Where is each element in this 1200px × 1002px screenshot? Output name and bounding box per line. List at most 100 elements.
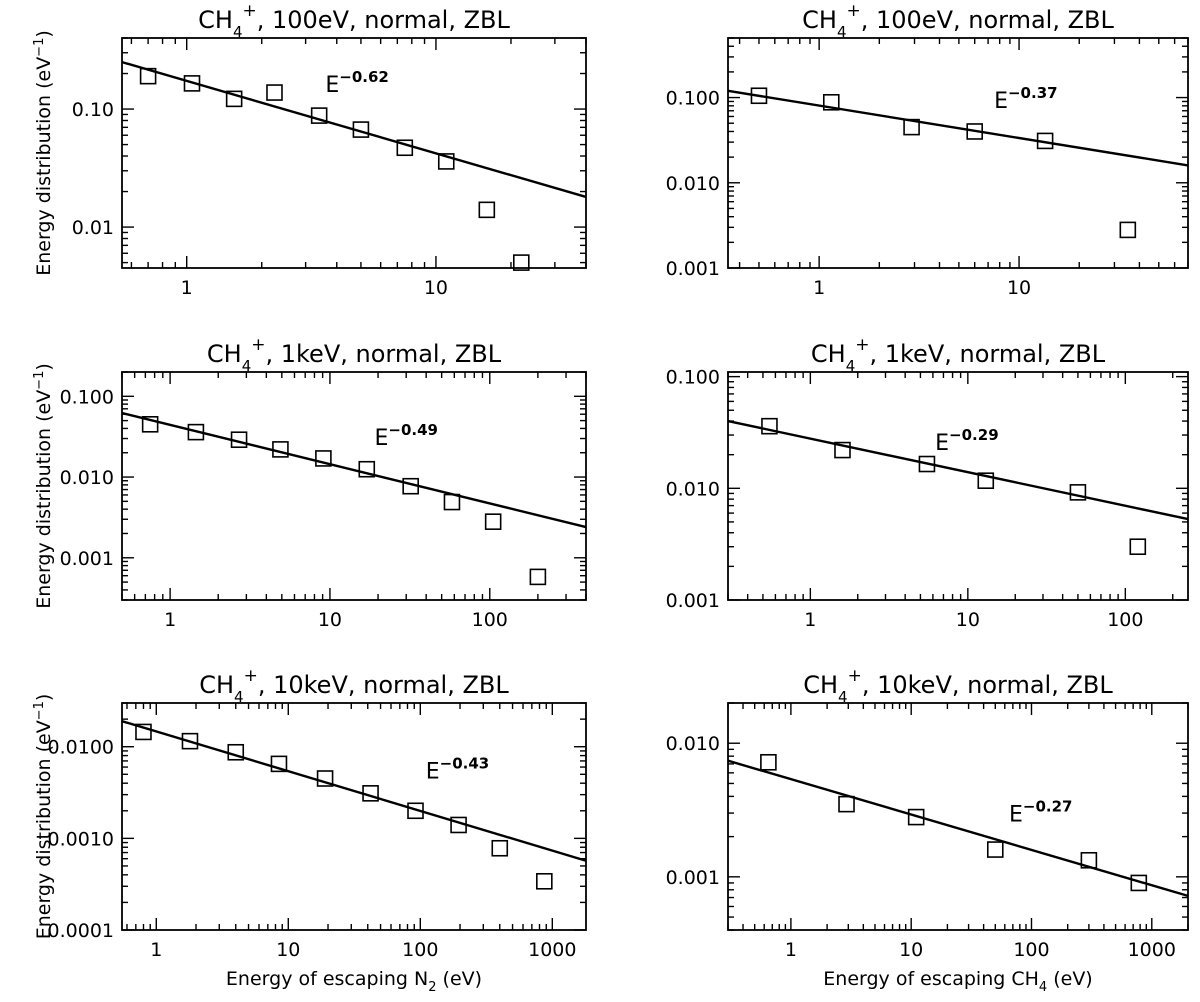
annotation-exponent: −0.37 bbox=[1008, 84, 1058, 102]
x-label-subscript: 2 bbox=[428, 980, 436, 995]
x-tick-label: 1 bbox=[785, 939, 797, 961]
data-point bbox=[986, 841, 1004, 858]
y-tick-label: 0.0100 bbox=[48, 737, 114, 759]
power-law-annotation: E−0.49 bbox=[374, 421, 437, 451]
y-label-main: Energy distribution (eV bbox=[33, 720, 55, 939]
x-tick-label: 1 bbox=[813, 277, 825, 299]
data-point bbox=[761, 417, 778, 435]
data-point bbox=[407, 802, 424, 820]
x-tick-label: 1 bbox=[150, 939, 162, 961]
x-axis-label: Energy of escaping N2 (eV) bbox=[226, 968, 482, 995]
y-tick-label: 0.100 bbox=[60, 386, 114, 408]
chart-title: CH4 +, 100eV, normal, ZBL bbox=[802, 1, 1114, 41]
data-point bbox=[1069, 484, 1087, 501]
x-tick-label: 1 bbox=[164, 609, 176, 631]
chart-title: CH4+, 10keV, normal, ZBL bbox=[803, 666, 1113, 706]
x-tick-label: 1 bbox=[804, 609, 816, 631]
y-tick-label: 0.100 bbox=[666, 367, 720, 389]
title-subscript: 4 bbox=[837, 23, 847, 41]
annotation-exponent: −0.62 bbox=[339, 68, 389, 86]
y-label-main: Energy distribution (eV bbox=[33, 390, 55, 609]
chart-panel-1: 1 10 0.01 0.10 CH4 +, 100eV, normal, ZBL Energ… bbox=[32, 1, 587, 299]
y-tick-label: 0.01 bbox=[72, 217, 114, 239]
y-axis-label: Energy distribution (eV−1) bbox=[32, 694, 55, 940]
data-point bbox=[760, 753, 777, 771]
x-tick-label: 10 bbox=[276, 939, 300, 961]
title-main: CH bbox=[802, 6, 837, 34]
data-point bbox=[270, 755, 288, 773]
annotation-exponent: −0.43 bbox=[440, 755, 490, 773]
title-main: CH bbox=[803, 671, 838, 699]
data-point bbox=[512, 254, 530, 271]
title-subscript: 4 bbox=[234, 688, 244, 706]
data-point bbox=[352, 121, 370, 138]
data-point bbox=[183, 75, 201, 92]
data-point bbox=[1080, 851, 1098, 869]
data-point bbox=[187, 423, 205, 441]
title-rest: , 1keV, normal, ZBL bbox=[869, 340, 1105, 368]
data-point bbox=[141, 416, 159, 433]
data-point bbox=[443, 493, 461, 511]
data-point bbox=[225, 90, 243, 108]
y-tick-label: 0.001 bbox=[60, 548, 114, 570]
y-tick-label: 0.001 bbox=[666, 867, 720, 889]
annotation-base: E bbox=[1009, 802, 1023, 827]
chart-panel-5: 1 10 100 1000 0.0001 0.0010 0.0100 CH4+, 10keV,… bbox=[32, 666, 587, 995]
y-label-end: ) bbox=[33, 694, 55, 701]
y-label-end: ) bbox=[33, 363, 55, 370]
data-point bbox=[362, 785, 379, 802]
chart-panel-2: 1 10 0.001 0.010 0.100 CH4 +, 100eV, normal, Z… bbox=[666, 1, 1189, 299]
y-tick-label: 0.010 bbox=[60, 467, 114, 489]
title-subscript: 4 bbox=[233, 23, 243, 41]
data-point bbox=[402, 477, 419, 495]
data-point bbox=[315, 450, 332, 467]
data-point bbox=[181, 732, 199, 750]
title-rest: , 10keV, normal, ZBL bbox=[258, 671, 510, 699]
y-label-superscript: −1 bbox=[32, 371, 47, 390]
annotation-base: E bbox=[935, 431, 949, 456]
y-label-main: Energy distribution (eV bbox=[33, 57, 55, 276]
power-law-fit-line bbox=[121, 720, 587, 862]
data-point bbox=[822, 93, 840, 111]
title-main: CH bbox=[198, 6, 233, 34]
annotation-exponent: −0.27 bbox=[1023, 797, 1073, 815]
y-tick-label: 0.010 bbox=[666, 733, 720, 755]
x-label-subscript: 4 bbox=[1039, 980, 1047, 995]
title-superscript: + bbox=[848, 666, 862, 686]
y-tick-label: 0.0001 bbox=[48, 920, 114, 942]
x-tick-label: 100 bbox=[1013, 939, 1049, 961]
x-tick-label: 10 bbox=[424, 277, 448, 299]
annotation-base: E bbox=[374, 426, 388, 451]
data-point bbox=[1129, 538, 1147, 556]
x-label-main: Energy of escaping CH bbox=[823, 968, 1039, 990]
annotation-base: E bbox=[325, 73, 339, 98]
data-point bbox=[310, 107, 328, 124]
y-tick-label: 0.001 bbox=[666, 590, 720, 612]
y-axis-label: Energy distribution (eV−1) bbox=[32, 363, 55, 609]
data-point bbox=[977, 472, 995, 489]
title-main: CH bbox=[199, 671, 234, 699]
x-tick-label: 1000 bbox=[528, 939, 576, 961]
chart-title: CH4 +, 1keV, normal, ZBL bbox=[207, 335, 502, 375]
data-point bbox=[437, 153, 455, 170]
chart-title: CH4+, 10keV, normal, ZBL bbox=[199, 666, 509, 706]
power-law-annotation: E−0.29 bbox=[935, 426, 998, 456]
plot-frame bbox=[727, 371, 1189, 601]
plot-frame bbox=[727, 37, 1189, 269]
x-tick-label: 1000 bbox=[1128, 939, 1176, 961]
x-tick-label: 100 bbox=[1107, 609, 1143, 631]
power-law-annotation: E−0.27 bbox=[1009, 797, 1072, 827]
title-superscript: + bbox=[855, 335, 869, 355]
data-point bbox=[529, 568, 547, 586]
data-point bbox=[227, 743, 245, 761]
title-rest: , 1keV, normal, ZBL bbox=[265, 340, 501, 368]
title-rest: , 100eV, normal, ZBL bbox=[861, 6, 1115, 34]
y-tick-label: 0.010 bbox=[666, 478, 720, 500]
title-subscript: 4 bbox=[846, 357, 856, 375]
data-point bbox=[750, 87, 768, 105]
x-tick-label: 1 bbox=[181, 277, 193, 299]
y-label-superscript: −1 bbox=[32, 701, 47, 720]
x-label-main: Energy of escaping N bbox=[226, 968, 428, 990]
